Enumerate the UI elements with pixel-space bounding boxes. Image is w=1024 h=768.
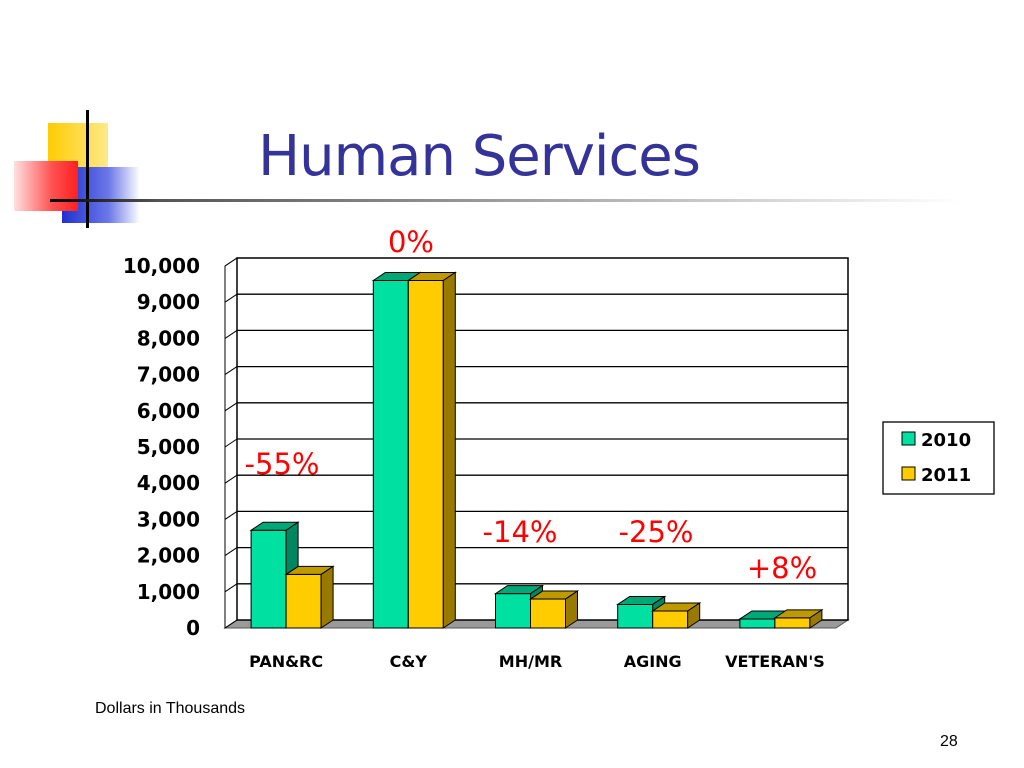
x-category-label: AGING — [624, 652, 682, 671]
y-tick-label: 7,000 — [137, 363, 200, 387]
bar-2011-mhmr — [530, 598, 566, 629]
bar-side — [320, 565, 334, 629]
gridline-side — [224, 329, 238, 339]
gridline-side — [224, 474, 238, 484]
bar-2011-panrc — [285, 573, 322, 629]
percent-change-annotation: -14% — [483, 515, 558, 549]
y-tick-label: 3,000 — [137, 507, 200, 531]
percent-change-annotation: +8% — [747, 551, 817, 585]
page-number: 28 — [940, 733, 958, 750]
bar-side — [687, 602, 701, 629]
bar-2011-cy — [407, 279, 444, 629]
bar-2010-mhmr — [495, 593, 531, 629]
percent-change-annotation: -25% — [619, 515, 694, 549]
gridline-side — [224, 366, 238, 376]
y-tick-label: 0 — [186, 616, 200, 640]
x-category-label: VETERAN'S — [725, 652, 825, 671]
percent-change-annotation: 0% — [388, 225, 434, 259]
gridline-side — [224, 547, 238, 557]
gridline-side — [224, 257, 238, 267]
bar-2010-aging — [617, 603, 654, 629]
slide-title: Human Services — [258, 124, 701, 189]
gridline-side — [224, 583, 238, 593]
corner-logo-graphic — [14, 110, 960, 228]
bar-2011-veterans — [774, 617, 811, 629]
bar-2010-veterans — [739, 618, 776, 629]
bar-side — [809, 608, 823, 629]
gridline-side — [224, 293, 238, 303]
percent-change-annotation: -55% — [245, 447, 320, 481]
legend-label-2010: 2010 — [921, 430, 971, 451]
x-category-label: C&Y — [390, 652, 428, 671]
x-category-label: PAN&RC — [249, 652, 323, 671]
bar-2010-panrc — [250, 529, 287, 629]
y-tick-label: 10,000 — [123, 254, 200, 278]
y-tick-label: 4,000 — [137, 471, 200, 495]
bar-side — [565, 590, 578, 629]
bar-2011-aging — [652, 610, 689, 629]
legend-swatch-2011 — [901, 466, 916, 481]
bar-chart: 0 1,000 2,000 3,000 4,000 5,000 6,000 7,000 8,00… — [123, 225, 995, 671]
y-tick-label: 6,000 — [137, 399, 200, 423]
chart-legend: 2010 2011 — [882, 421, 995, 495]
y-tick-label: 8,000 — [137, 326, 200, 350]
bar-2010-cy — [372, 279, 409, 629]
units-footnote: Dollars in Thousands — [95, 700, 246, 717]
y-tick-label: 2,000 — [137, 544, 200, 568]
legend-swatch-2010 — [901, 431, 916, 446]
y-tick-label: 1,000 — [137, 580, 200, 604]
x-category-label: MH/MR — [499, 652, 562, 671]
gridline-side — [224, 619, 238, 629]
gridline-side — [224, 438, 238, 448]
legend-label-2011: 2011 — [921, 465, 971, 486]
gridline-side — [224, 510, 238, 520]
bar-side — [442, 271, 456, 629]
y-tick-label: 9,000 — [137, 290, 200, 314]
gridline-side — [224, 402, 238, 412]
y-tick-label: 5,000 — [137, 435, 200, 459]
